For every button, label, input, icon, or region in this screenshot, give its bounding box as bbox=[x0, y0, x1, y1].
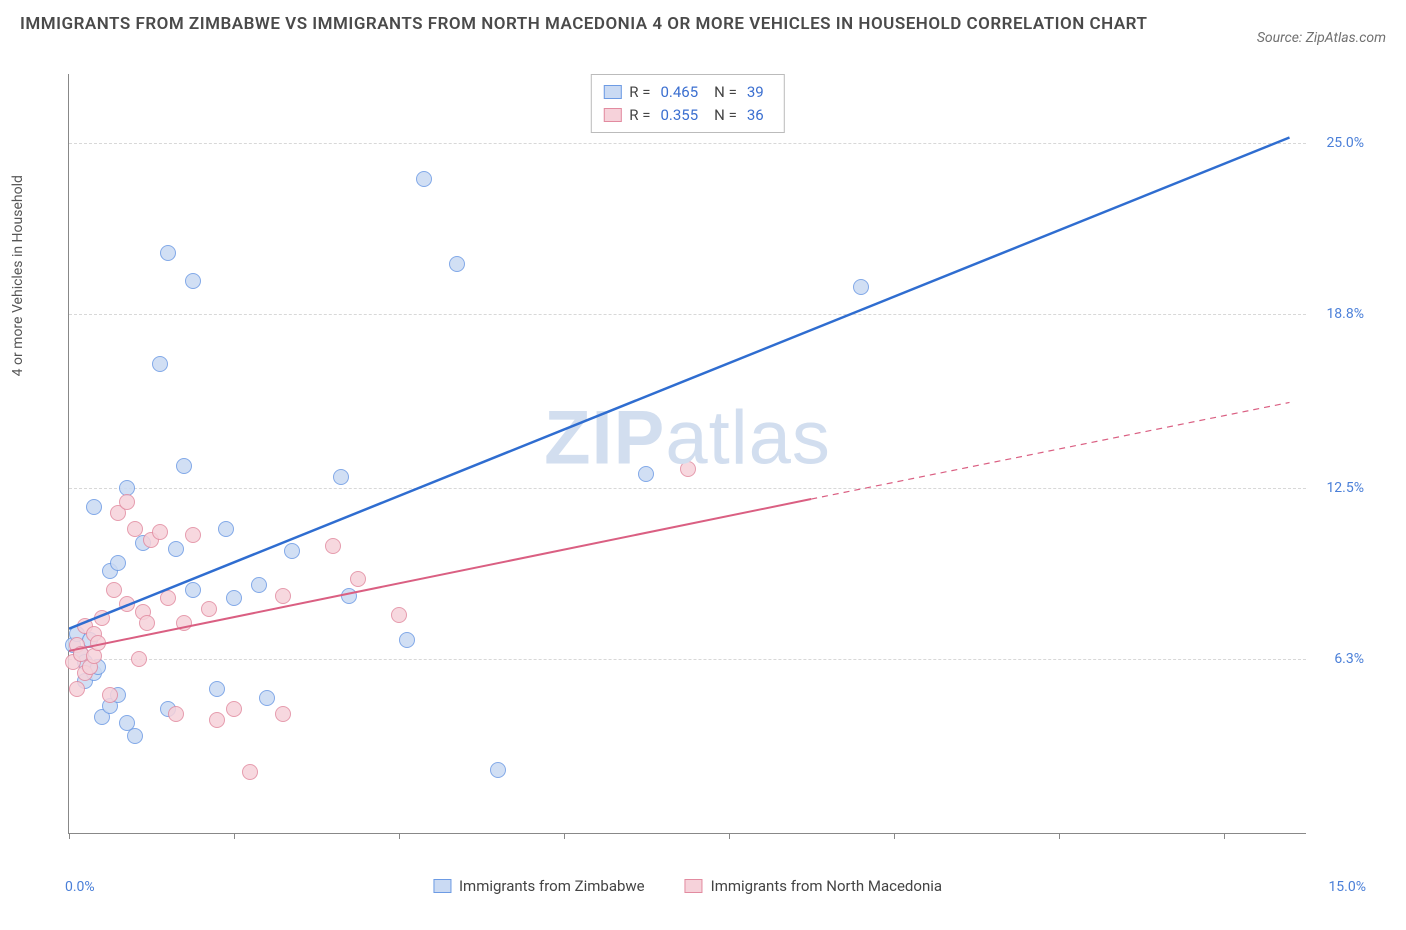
data-point bbox=[94, 610, 110, 626]
data-point bbox=[399, 632, 415, 648]
data-point bbox=[391, 607, 407, 623]
data-point bbox=[275, 706, 291, 722]
data-point bbox=[185, 582, 201, 598]
data-point bbox=[449, 256, 465, 272]
data-point bbox=[226, 590, 242, 606]
data-point bbox=[176, 615, 192, 631]
x-tick bbox=[399, 833, 400, 839]
r-value-1: 0.465 bbox=[660, 81, 698, 104]
legend-item-macedonia: Immigrants from North Macedonia bbox=[685, 877, 942, 895]
data-point bbox=[176, 458, 192, 474]
source-attribution: Source: ZipAtlas.com bbox=[1257, 30, 1386, 46]
y-tick-label: 12.5% bbox=[1326, 480, 1364, 496]
legend-label-zimbabwe: Immigrants from Zimbabwe bbox=[459, 877, 645, 895]
data-point bbox=[201, 601, 217, 617]
x-tick bbox=[69, 833, 70, 839]
stats-legend: R = 0.465 N = 39 R = 0.355 N = 36 bbox=[590, 74, 784, 133]
x-tick bbox=[729, 833, 730, 839]
data-point bbox=[139, 615, 155, 631]
gridline bbox=[69, 143, 1306, 144]
data-point bbox=[168, 541, 184, 557]
data-point bbox=[259, 690, 275, 706]
chart-container: 4 or more Vehicles in Household ZIPatlas… bbox=[50, 64, 1376, 874]
gridline bbox=[69, 314, 1306, 315]
data-point bbox=[242, 764, 258, 780]
y-tick-label: 6.3% bbox=[1334, 651, 1364, 667]
x-tick bbox=[1059, 833, 1060, 839]
legend-swatch-macedonia bbox=[685, 879, 703, 893]
data-point bbox=[185, 527, 201, 543]
stats-row-2: R = 0.355 N = 36 bbox=[603, 104, 771, 127]
stats-row-1: R = 0.465 N = 39 bbox=[603, 81, 771, 104]
data-point bbox=[638, 466, 654, 482]
data-point bbox=[127, 521, 143, 537]
gridline bbox=[69, 659, 1306, 660]
chart-title: IMMIGRANTS FROM ZIMBABWE VS IMMIGRANTS F… bbox=[20, 12, 1147, 38]
data-point bbox=[251, 577, 267, 593]
data-point bbox=[209, 712, 225, 728]
data-point bbox=[275, 588, 291, 604]
data-point bbox=[152, 524, 168, 540]
r-value-2: 0.355 bbox=[660, 104, 698, 127]
data-point bbox=[333, 469, 349, 485]
legend-label-macedonia: Immigrants from North Macedonia bbox=[711, 877, 942, 895]
data-point bbox=[110, 555, 126, 571]
r-label-1: R = bbox=[629, 81, 650, 104]
y-tick-label: 18.8% bbox=[1326, 306, 1364, 322]
data-point bbox=[90, 635, 106, 651]
data-point bbox=[119, 494, 135, 510]
data-point bbox=[185, 273, 201, 289]
data-point bbox=[218, 521, 234, 537]
data-point bbox=[86, 648, 102, 664]
data-point bbox=[680, 461, 696, 477]
swatch-macedonia bbox=[603, 108, 621, 122]
data-point bbox=[284, 543, 300, 559]
series-legend: Immigrants from Zimbabwe Immigrants from… bbox=[433, 877, 942, 895]
data-point bbox=[102, 687, 118, 703]
data-point bbox=[119, 596, 135, 612]
data-point bbox=[168, 706, 184, 722]
data-point bbox=[160, 590, 176, 606]
data-point bbox=[131, 651, 147, 667]
regression-lines bbox=[69, 74, 1306, 833]
data-point bbox=[106, 582, 122, 598]
n-label-2: N = bbox=[714, 104, 737, 127]
n-value-2: 36 bbox=[747, 104, 764, 127]
y-tick-label: 25.0% bbox=[1326, 135, 1364, 151]
x-right-label: 15.0% bbox=[1328, 879, 1366, 895]
data-point bbox=[853, 279, 869, 295]
gridline bbox=[69, 488, 1306, 489]
data-point bbox=[350, 571, 366, 587]
r-label-2: R = bbox=[629, 104, 650, 127]
x-tick bbox=[1224, 833, 1225, 839]
legend-swatch-zimbabwe bbox=[433, 879, 451, 893]
x-tick bbox=[894, 833, 895, 839]
data-point bbox=[209, 681, 225, 697]
data-point bbox=[490, 762, 506, 778]
plot-area: ZIPatlas R = 0.465 N = 39 R = 0.355 N = … bbox=[68, 74, 1306, 834]
x-tick bbox=[234, 833, 235, 839]
y-axis-label: 4 or more Vehicles in Household bbox=[10, 175, 26, 376]
x-left-label: 0.0% bbox=[65, 879, 95, 895]
data-point bbox=[69, 681, 85, 697]
data-point bbox=[152, 356, 168, 372]
data-point bbox=[86, 499, 102, 515]
data-point bbox=[160, 245, 176, 261]
data-point bbox=[416, 171, 432, 187]
data-point bbox=[226, 701, 242, 717]
n-value-1: 39 bbox=[747, 81, 764, 104]
legend-item-zimbabwe: Immigrants from Zimbabwe bbox=[433, 877, 645, 895]
data-point bbox=[341, 588, 357, 604]
n-label-1: N = bbox=[714, 81, 737, 104]
x-tick bbox=[564, 833, 565, 839]
data-point bbox=[325, 538, 341, 554]
data-point bbox=[127, 728, 143, 744]
swatch-zimbabwe bbox=[603, 85, 621, 99]
